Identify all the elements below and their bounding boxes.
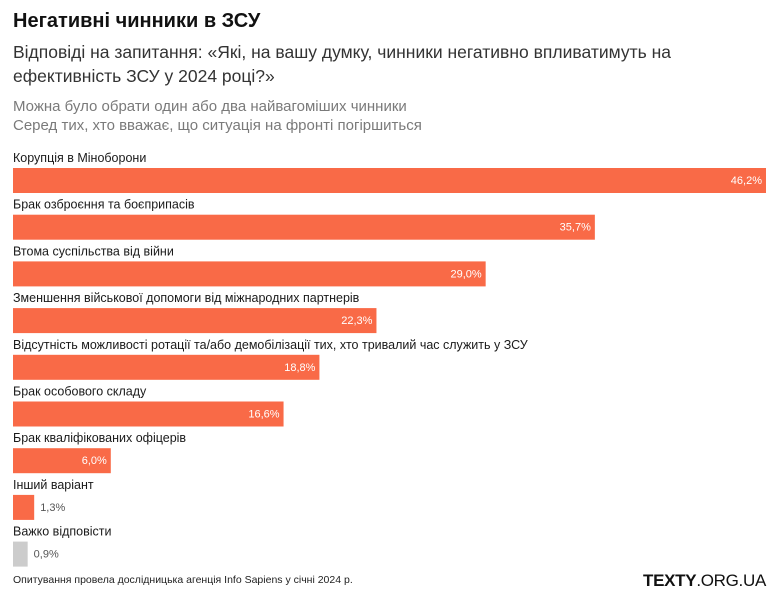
- chart-note-population: Серед тих, хто вважає, що ситуація на фр…: [13, 117, 422, 134]
- bar[interactable]: [13, 494, 35, 520]
- bar[interactable]: [13, 168, 766, 193]
- value-label: 6,0%: [82, 455, 107, 467]
- value-label: 16,6%: [248, 409, 279, 421]
- category-label: Корупція в Міноборони: [13, 151, 146, 165]
- value-label: 29,0%: [450, 268, 481, 280]
- chart-title: Негативні чинники в ЗСУ: [13, 10, 261, 32]
- brand-logo-rest: .ORG.UA: [696, 571, 766, 590]
- value-label: 22,3%: [341, 315, 372, 327]
- source-note: Опитування провела дослідницька агенція …: [13, 574, 353, 586]
- category-label: Брак озброєння та боєприпасів: [13, 198, 195, 212]
- bar[interactable]: [13, 261, 486, 287]
- bar[interactable]: [13, 401, 284, 427]
- brand-logo-bold: TEXTY: [643, 571, 697, 590]
- category-label: Відсутність можливості ротації та/або де…: [13, 338, 528, 352]
- chart-note-selection: Можна було обрати один або два найвагомі…: [13, 98, 407, 115]
- category-label: Втома суспільства від війни: [13, 244, 174, 258]
- brand-logo[interactable]: TEXTY.ORG.UA: [643, 571, 766, 591]
- value-label: 1,3%: [40, 502, 65, 514]
- value-label: 35,7%: [560, 222, 591, 234]
- bar[interactable]: [13, 214, 595, 240]
- bar[interactable]: [13, 308, 377, 334]
- category-label: Зменшення військової допомоги від міжнар…: [13, 291, 360, 305]
- bar[interactable]: [13, 541, 28, 567]
- bar[interactable]: [13, 448, 111, 474]
- category-label: Брак особового складу: [13, 385, 147, 399]
- category-label: Важко відповісти: [13, 525, 112, 539]
- category-label: Брак кваліфікованих офіцерів: [13, 431, 186, 445]
- value-label: 18,8%: [284, 362, 315, 374]
- bar[interactable]: [13, 354, 320, 380]
- chart-subtitle: Відповіді на запитання: «Які, на вашу ду…: [13, 42, 671, 86]
- value-label: 46,2%: [731, 175, 762, 187]
- value-label: 0,9%: [34, 549, 59, 561]
- category-label: Інший варіант: [13, 478, 94, 492]
